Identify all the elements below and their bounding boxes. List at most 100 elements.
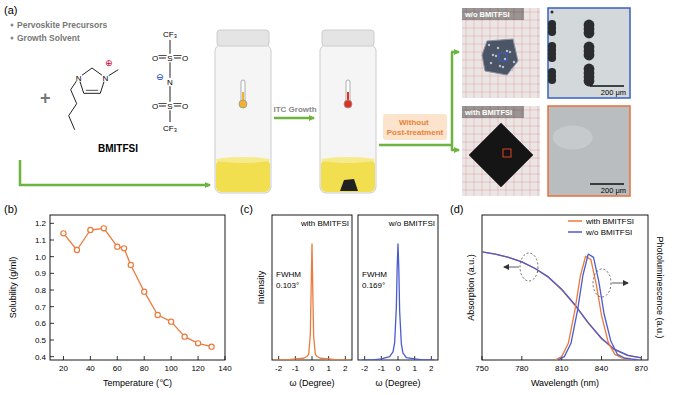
y-tick bbox=[50, 290, 54, 291]
annotation: 0.169° bbox=[362, 281, 385, 290]
scale-bar-label: 200 μm bbox=[601, 88, 626, 97]
post-label-line: Without bbox=[399, 118, 431, 127]
crystal-speckle bbox=[509, 51, 511, 53]
micrograph-defect bbox=[548, 42, 556, 50]
atom-label: S bbox=[167, 54, 172, 63]
legend-label: w/o BMITFSI bbox=[585, 228, 632, 237]
panel-label: (a) bbox=[4, 4, 17, 16]
thermometer bbox=[241, 80, 245, 102]
plot-frame bbox=[358, 215, 438, 360]
plus-sign: + bbox=[40, 88, 51, 108]
micrograph-defect bbox=[548, 68, 556, 76]
grid-paper-line bbox=[462, 92, 540, 93]
micrograph-defect bbox=[551, 11, 554, 14]
grid-paper-line bbox=[538, 8, 539, 98]
x-tick-label: -1 bbox=[378, 364, 386, 373]
x-tick bbox=[171, 356, 172, 360]
process-arrow bbox=[451, 52, 454, 151]
data-point bbox=[155, 312, 160, 317]
crystal-speckle bbox=[497, 47, 499, 49]
scale-bar-label: 200 μm bbox=[601, 186, 626, 195]
y-axis-label: Intensity bbox=[256, 270, 266, 304]
solution-surface bbox=[321, 157, 375, 163]
photo-background bbox=[462, 8, 540, 98]
y-tick-label: 0.9 bbox=[35, 269, 47, 278]
x-tick-label: 0 bbox=[310, 364, 315, 373]
y-tick-label: 0.4 bbox=[35, 353, 47, 362]
crystal-speckle bbox=[495, 55, 497, 57]
y-tick-label: 1.1 bbox=[35, 236, 47, 245]
atom-bg bbox=[75, 74, 83, 82]
plot-area bbox=[61, 226, 214, 350]
micrograph-defect bbox=[584, 42, 595, 53]
data-point bbox=[142, 289, 147, 294]
atom-label: O bbox=[182, 54, 188, 63]
sample-label: w/o BMITFSI bbox=[464, 10, 510, 19]
thermometer-bulb bbox=[239, 100, 247, 108]
atom-bg bbox=[166, 102, 174, 110]
y-axis-label: Solubility (g/ml) bbox=[8, 257, 18, 319]
x-tick-label: 750 bbox=[475, 364, 489, 373]
x-tick bbox=[521, 356, 522, 360]
scale-bar bbox=[590, 183, 624, 185]
axis-indicator-arrow bbox=[612, 283, 628, 284]
butyl-chain bbox=[69, 78, 79, 130]
label-bg bbox=[462, 8, 524, 20]
series-line bbox=[555, 256, 636, 360]
micrograph-shade bbox=[553, 126, 593, 150]
grid-paper-line bbox=[462, 84, 540, 85]
series-line bbox=[63, 228, 211, 346]
step-label: ITC Growth bbox=[273, 105, 316, 114]
solution-surface bbox=[216, 157, 270, 163]
atom-bg bbox=[181, 102, 189, 110]
solution bbox=[216, 160, 270, 192]
data-point bbox=[195, 341, 200, 346]
y-axis-label: Absorption (a.u.) bbox=[466, 254, 476, 321]
crystal-speckle bbox=[511, 69, 513, 71]
grid-paper-line bbox=[462, 76, 540, 77]
process-arrow bbox=[274, 117, 314, 120]
y-tick bbox=[50, 256, 54, 257]
atom-bg bbox=[151, 54, 159, 62]
grid-paper-line bbox=[474, 8, 475, 98]
x-tick bbox=[90, 356, 91, 360]
series-line bbox=[275, 244, 348, 360]
grid-paper-line bbox=[462, 28, 540, 29]
atom-bg bbox=[181, 54, 189, 62]
grid-paper-line bbox=[466, 106, 467, 196]
x-tick bbox=[144, 356, 145, 360]
panel-label: (c) bbox=[240, 203, 253, 215]
series-line bbox=[558, 254, 639, 360]
micrograph-defect bbox=[584, 64, 595, 75]
y-tick bbox=[50, 323, 54, 324]
annotation: with BMITFSI bbox=[300, 219, 349, 228]
x-axis-label: ω (Degree) bbox=[289, 378, 334, 388]
x-tick-label: 780 bbox=[515, 364, 529, 373]
panel-label: (b) bbox=[4, 203, 17, 215]
micrograph-defect bbox=[548, 20, 556, 28]
label-bg bbox=[383, 114, 447, 140]
x-tick-label: 80 bbox=[140, 364, 149, 373]
label-bg bbox=[462, 106, 524, 118]
micrograph-defect bbox=[584, 20, 595, 31]
atom-bg bbox=[166, 54, 174, 62]
grid-paper-line bbox=[462, 36, 540, 37]
crystal-speckle bbox=[513, 61, 515, 63]
grid-paper-line bbox=[522, 8, 523, 98]
x-tick-label: 60 bbox=[113, 364, 122, 373]
data-point bbox=[74, 247, 79, 252]
legend-swatch bbox=[568, 231, 582, 233]
atom-label: N bbox=[102, 74, 108, 83]
figure: (a)Pervoskite PrecursorsGrowth Solvent+N… bbox=[0, 0, 675, 395]
vial-body bbox=[320, 45, 376, 193]
annotation: w/o BMITFSI bbox=[388, 219, 435, 228]
annotation: 0.103° bbox=[276, 281, 299, 290]
crystal-speckle bbox=[499, 65, 501, 67]
y-tick bbox=[50, 240, 54, 241]
crystal-speckle bbox=[502, 66, 504, 68]
y-tick bbox=[50, 223, 54, 224]
annotation: FWHM bbox=[276, 270, 301, 279]
input-label: Pervoskite Precursors bbox=[17, 20, 108, 30]
y-tick bbox=[50, 340, 54, 341]
legend-swatch bbox=[568, 220, 582, 222]
